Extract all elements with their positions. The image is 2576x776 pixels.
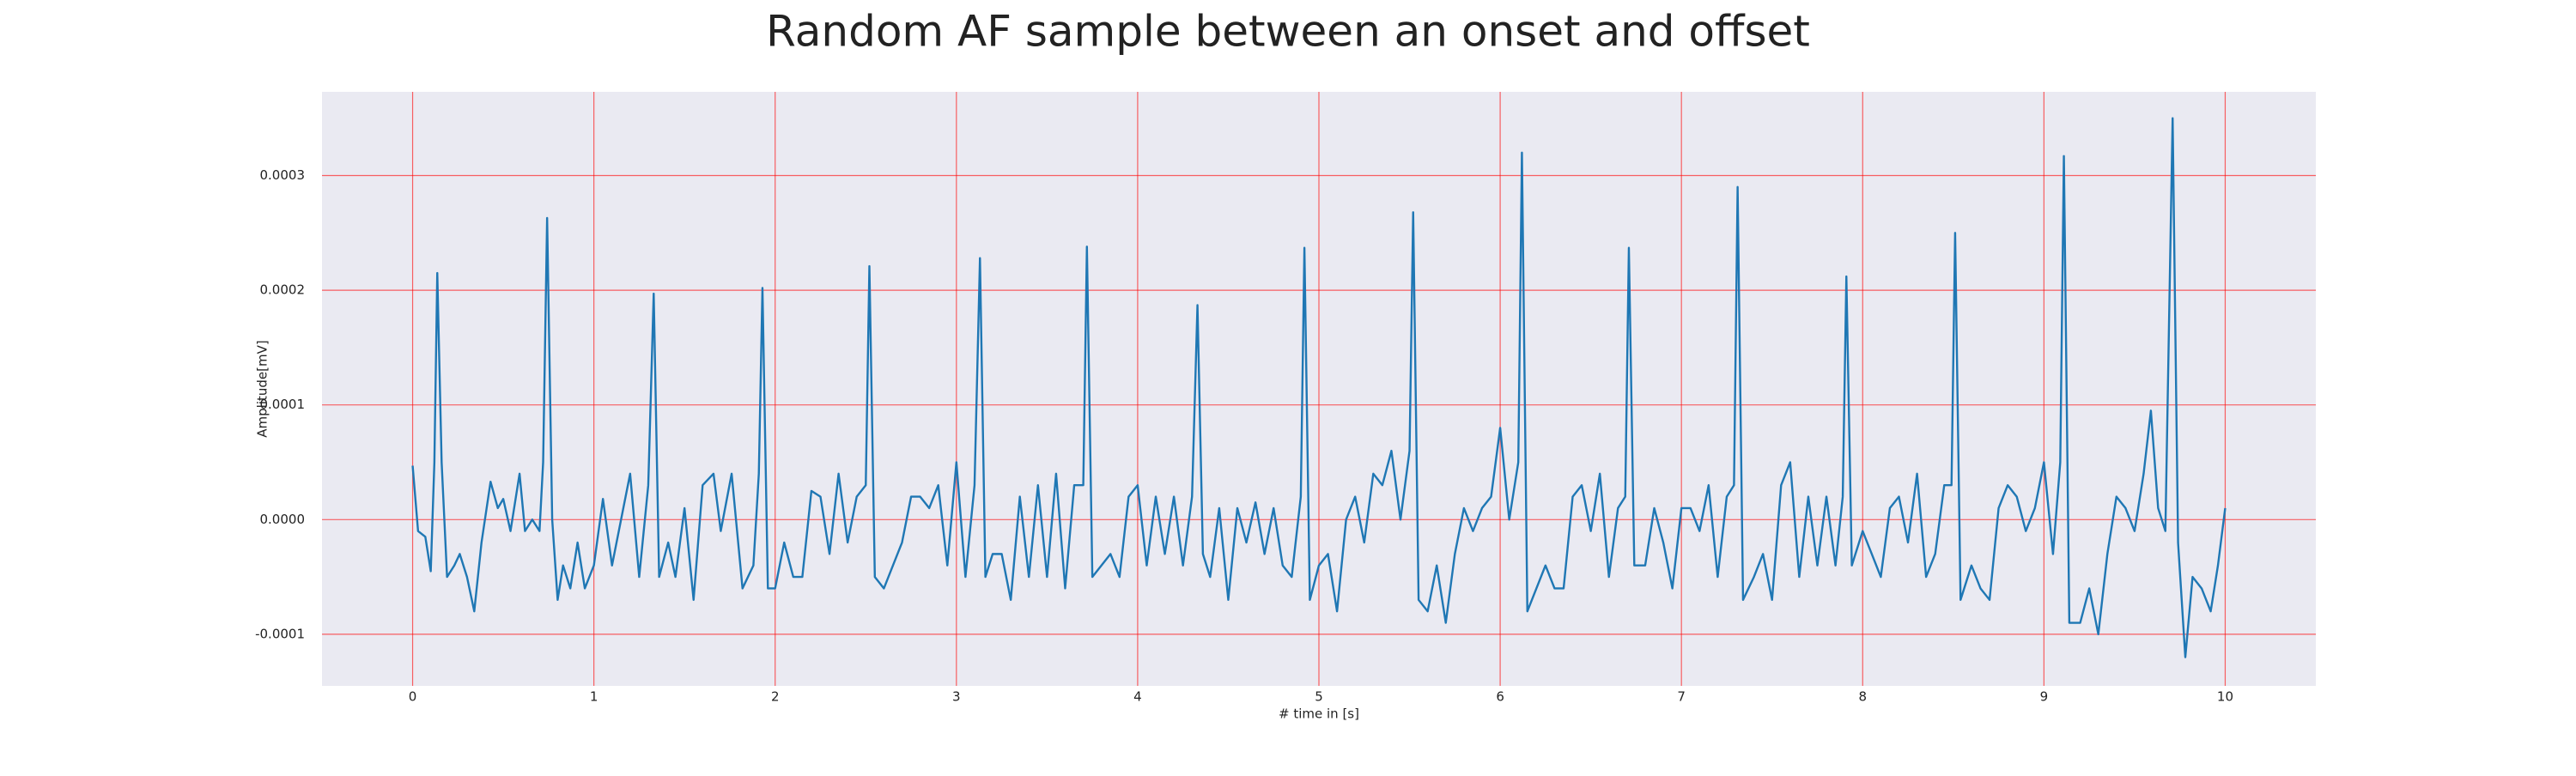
x-tick-label: 9 — [2040, 689, 2049, 705]
x-tick-label: 8 — [1858, 689, 1867, 705]
y-tick-label: 0.0001 — [260, 397, 306, 412]
chart-title: Random AF sample between an onset and of… — [766, 7, 1810, 57]
x-tick-label: 3 — [952, 689, 961, 705]
x-tick-label: 7 — [1677, 689, 1686, 705]
x-tick-label: 2 — [771, 689, 780, 705]
x-tick-label: 1 — [590, 689, 598, 705]
y-tick-label: 0.0002 — [260, 282, 306, 298]
x-tick-label: 10 — [2217, 689, 2233, 705]
x-tick-label: 5 — [1315, 689, 1323, 705]
x-tick-label: 6 — [1496, 689, 1504, 705]
x-tick-label: 4 — [1133, 689, 1142, 705]
signal-line — [411, 117, 2227, 658]
y-tick-label: -0.0001 — [255, 626, 305, 641]
x-tick-label: 0 — [409, 689, 417, 705]
x-axis-label: # time in [s] — [1279, 706, 1359, 722]
y-tick-label: 0.0000 — [260, 512, 306, 527]
y-axis-label: Amplitude[mV] — [255, 340, 270, 437]
y-tick-label: 0.0003 — [260, 167, 306, 183]
